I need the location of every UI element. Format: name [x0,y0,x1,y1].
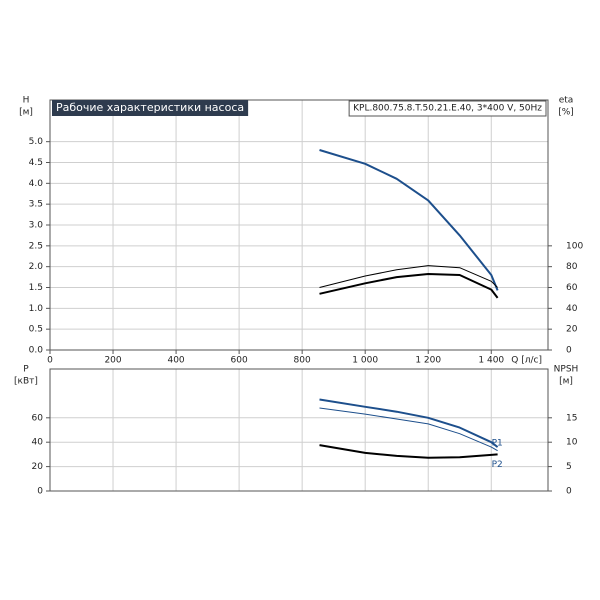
plot-area [50,369,548,491]
y2-tick-label: 20 [566,325,578,335]
series-line [319,407,498,452]
y2-tick-label: 40 [566,304,578,314]
series-label: P2 [492,460,503,470]
y2-tick-label: 15 [566,413,577,423]
y2-axis-unit: [%] [558,108,574,118]
y-tick-label: 60 [32,413,44,423]
y-tick-label: 20 [32,462,44,472]
y-tick-label: 4.5 [29,158,43,168]
x-axis-label: Q [л/с] [511,356,542,366]
x-tick-label: 400 [167,356,184,366]
y-tick-label: 2.0 [29,262,44,272]
series-line [319,398,499,448]
y2-tick-label: 5 [566,462,572,472]
y2-tick-label: 60 [566,283,578,293]
y2-tick-label: 10 [566,438,578,448]
y-axis-label: H [23,96,30,106]
x-tick-label: 600 [231,356,248,366]
y2-tick-label: 0 [566,487,572,497]
title-box [52,100,249,116]
y-axis-unit: [кВт] [14,377,38,387]
series-line [319,265,498,288]
y2-axis-label: eta [559,96,574,106]
y-tick-label: 4.0 [29,179,44,189]
chart-title: Рабочие характеристики насоса [56,101,244,114]
y-axis-unit: [м] [19,108,33,118]
x-tick-label: 200 [104,356,121,366]
subtitle-box [348,100,547,117]
y2-axis-unit: [м] [559,377,573,387]
x-tick-label: 1 200 [415,356,441,366]
series-label: P1 [492,439,503,449]
x-tick-label: 0 [47,356,53,366]
y-tick-label: 0.5 [29,325,43,335]
y2-tick-label: 0 [566,346,572,356]
x-tick-label: 1 400 [478,356,504,366]
y-tick-label: 3.0 [29,221,44,231]
y2-tick-label: 80 [566,262,578,272]
y-tick-label: 40 [32,438,44,448]
y2-axis-label: NPSH [554,365,579,375]
y-tick-label: 5.0 [29,137,44,147]
series-line [319,444,498,459]
series-line [319,149,499,291]
y-tick-label: 2.5 [29,241,43,251]
x-tick-label: 800 [294,356,311,366]
y-tick-label: 0.0 [29,346,44,356]
plot-frame [49,368,549,492]
y-tick-label: 3.5 [29,200,43,210]
y-axis-label: P [23,365,29,375]
x-tick-label: 1 000 [352,356,378,366]
y-tick-label: 1.0 [29,304,44,314]
y2-tick-label: 100 [566,241,583,251]
y-tick-label: 1.5 [29,283,43,293]
chart-subtitle: KPL.800.75.8.T.50.21.E.40, 3*400 V, 50Hz [353,104,542,114]
series-line [319,273,499,299]
y-tick-label: 0 [37,487,43,497]
